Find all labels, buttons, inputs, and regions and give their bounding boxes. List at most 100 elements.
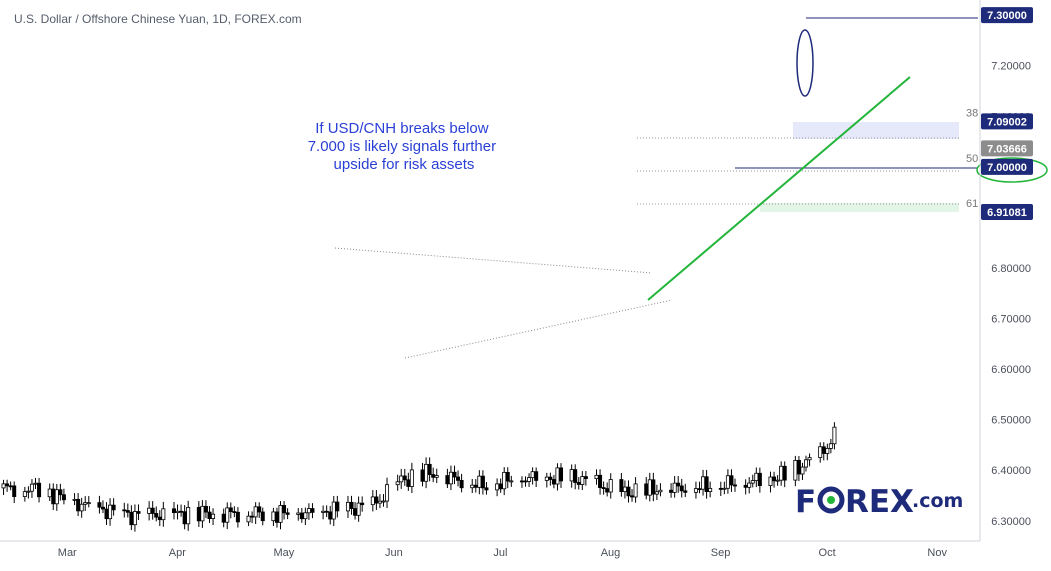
candle-body [345,501,350,512]
candle-body [676,482,681,487]
candle [708,481,713,498]
candle-body [186,506,191,525]
candle-body [97,502,102,508]
candle [100,500,105,514]
annotation-line-1: If USD/CNH breaks below [315,120,489,137]
candle-body [157,516,162,521]
candle [733,478,738,492]
candle-body [360,502,365,506]
candle [800,462,805,481]
candle-body [61,494,66,501]
candle-body [605,488,610,493]
candle-body [26,490,31,493]
candle [626,480,631,503]
candle-body [374,496,379,504]
y-tick-label: 6.50000 [991,415,1031,427]
candle-body [768,476,773,487]
candle-body [832,426,837,445]
candle-body [800,466,805,475]
candle-body [282,505,287,514]
candle [108,498,113,526]
candle-body [203,505,208,513]
candle-body [335,501,340,512]
y-tick-label: 6.60000 [991,364,1031,376]
candle-body [253,506,258,518]
price-badges: 7.30000 7.09002 7.03666 7.00000 6.91081 [981,7,1033,220]
candle-body [807,457,812,461]
candle-body [299,512,304,520]
candle-body [79,503,84,512]
candle-body [175,510,180,514]
candle-body [257,506,262,513]
candle [235,507,240,528]
candle-body [385,484,390,502]
candle-body [683,490,688,493]
candle-body [72,498,77,501]
candle [260,507,265,526]
candle-body [527,477,532,482]
candle-body [445,475,450,485]
candle [136,504,141,520]
candle-body [530,471,535,479]
candle-body [598,474,603,488]
candle-body [434,475,439,478]
candle-body [321,510,326,513]
candle [12,481,17,504]
candle-body [406,479,411,487]
candle-body [182,511,187,525]
y-tick-label: 6.80000 [991,263,1031,275]
candle-body [235,511,240,523]
candle [335,495,340,518]
candle-body [104,508,109,520]
candle [257,502,262,518]
candle-body [431,474,436,478]
price-badge: 6.91081 [981,203,1033,220]
candle-body [246,515,251,523]
candle-body [551,479,556,485]
candle-body [733,484,738,487]
forex-logo: F REX .com [795,484,963,520]
candle-body [594,474,599,480]
candle-body [211,513,216,519]
candle-body [225,507,230,523]
candle-body [271,511,276,522]
price-badge: 7.00000 [981,158,1033,175]
candle-body [125,510,130,513]
candle-body [370,496,375,506]
candle-body [825,448,830,454]
candle [658,483,663,497]
candle-body [399,475,404,483]
candle [509,475,514,487]
candle [683,483,688,498]
candle [374,490,379,510]
candle [601,481,606,495]
candle-body [228,507,233,512]
price-badge-label: 7.03666 [987,143,1027,155]
candle [832,422,837,450]
candles [1,422,837,532]
candle-body [651,479,656,495]
candle-body [473,484,478,488]
candle-body [331,501,336,520]
candle-body [108,504,113,520]
candle [434,468,439,483]
logo-o-dot [827,496,835,504]
candle [427,457,432,482]
candle [211,508,216,526]
candle [704,469,709,499]
fib-labels: 38 50 61 [966,107,978,210]
price-badge-label: 7.30000 [987,10,1027,22]
candle [654,484,659,501]
candle-body [129,511,134,526]
candle [768,471,773,493]
candle-body [647,479,652,496]
candle [303,507,308,526]
candle-body [33,482,38,485]
price-badge-bg [981,140,1033,157]
candle [505,467,510,489]
candle-body [757,472,762,487]
candle-body [704,476,709,492]
x-tick-label: Aug [601,547,621,559]
candle-body [296,512,301,515]
candle-body [76,498,81,512]
